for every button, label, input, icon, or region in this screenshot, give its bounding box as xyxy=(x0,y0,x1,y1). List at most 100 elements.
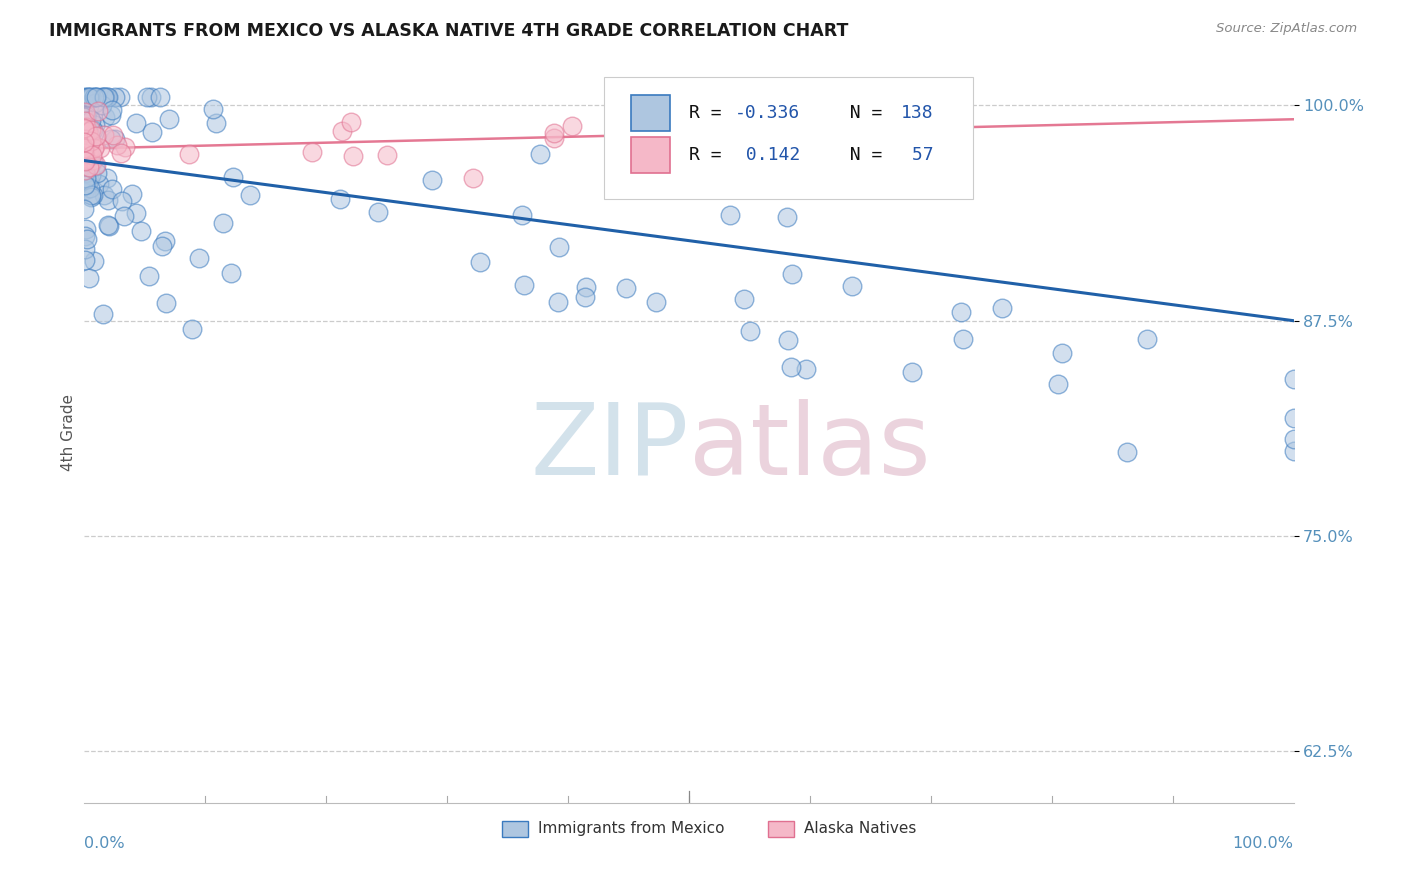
Point xyxy=(80,134,103,148)
Point xyxy=(73,151,96,165)
Point xyxy=(79,112,101,127)
Point xyxy=(1282,372,1305,386)
Point xyxy=(93,188,115,202)
Point xyxy=(84,138,107,153)
Point xyxy=(73,132,96,146)
Point xyxy=(75,109,97,123)
Point xyxy=(73,141,96,155)
Point xyxy=(75,166,97,180)
Point xyxy=(86,90,108,104)
Point xyxy=(110,145,132,160)
Point xyxy=(100,132,122,146)
Point xyxy=(77,141,100,155)
Point xyxy=(1282,411,1305,425)
Point xyxy=(73,141,96,155)
Point xyxy=(76,92,98,106)
Point xyxy=(510,208,533,222)
Point xyxy=(86,90,108,104)
Point xyxy=(342,149,364,163)
Point xyxy=(79,149,101,163)
Point xyxy=(561,119,583,133)
Point xyxy=(84,159,107,173)
Point xyxy=(73,146,96,161)
Point xyxy=(77,161,100,175)
Point xyxy=(1282,443,1305,458)
Point xyxy=(668,113,690,128)
Point xyxy=(79,159,101,173)
Point xyxy=(96,193,118,207)
Text: 138: 138 xyxy=(901,103,934,122)
Point xyxy=(738,324,761,338)
Point xyxy=(155,296,177,310)
Point xyxy=(77,138,100,153)
Point xyxy=(73,253,96,268)
Point xyxy=(73,145,96,159)
Point xyxy=(112,209,135,223)
Point xyxy=(73,122,96,136)
Point xyxy=(468,254,491,268)
Point xyxy=(543,126,565,140)
Point xyxy=(75,120,97,135)
Point xyxy=(94,90,117,104)
Point xyxy=(86,166,108,180)
Point xyxy=(201,103,224,117)
Point xyxy=(75,125,97,139)
Point xyxy=(141,125,163,139)
Point xyxy=(1046,377,1069,392)
Point xyxy=(513,277,536,292)
Point xyxy=(80,187,103,202)
Point xyxy=(367,204,389,219)
Point xyxy=(79,181,101,195)
Point xyxy=(375,147,398,161)
Point xyxy=(676,143,699,157)
Point xyxy=(73,127,96,141)
Point xyxy=(77,90,100,104)
Point xyxy=(75,222,97,236)
Point xyxy=(77,144,100,158)
Point xyxy=(330,124,353,138)
Point xyxy=(73,163,96,178)
Point xyxy=(83,90,105,104)
Point xyxy=(79,128,101,143)
Text: -0.336: -0.336 xyxy=(735,103,800,122)
Point xyxy=(73,110,96,124)
Point xyxy=(80,123,103,137)
Point xyxy=(75,104,97,119)
Point xyxy=(97,90,120,104)
Point xyxy=(73,229,96,244)
Point xyxy=(75,143,97,157)
Point xyxy=(73,178,96,193)
Point xyxy=(139,90,162,104)
Point xyxy=(149,90,172,104)
Point xyxy=(73,135,96,149)
Point xyxy=(83,141,105,155)
Point xyxy=(77,270,100,285)
Text: IMMIGRANTS FROM MEXICO VS ALASKA NATIVE 4TH GRADE CORRELATION CHART: IMMIGRANTS FROM MEXICO VS ALASKA NATIVE … xyxy=(49,22,849,40)
Point xyxy=(105,138,128,153)
Point xyxy=(84,96,107,111)
Point xyxy=(529,146,551,161)
Point xyxy=(73,145,96,160)
Point xyxy=(73,136,96,150)
Point xyxy=(82,153,104,167)
Text: N =: N = xyxy=(828,146,893,164)
Point xyxy=(949,304,972,318)
Point xyxy=(80,112,103,127)
Point xyxy=(75,153,97,167)
Point xyxy=(86,128,108,143)
Point xyxy=(952,332,974,346)
Point xyxy=(77,99,100,113)
Point xyxy=(84,90,107,104)
Point xyxy=(73,151,96,165)
Point xyxy=(89,177,111,191)
Point xyxy=(77,176,100,190)
Point xyxy=(75,171,97,186)
Point xyxy=(101,182,124,196)
Point xyxy=(86,103,108,118)
FancyBboxPatch shape xyxy=(631,95,669,130)
Point xyxy=(77,144,100,158)
Point xyxy=(83,254,105,268)
Point xyxy=(73,90,96,104)
FancyBboxPatch shape xyxy=(631,137,669,173)
Point xyxy=(104,132,127,146)
